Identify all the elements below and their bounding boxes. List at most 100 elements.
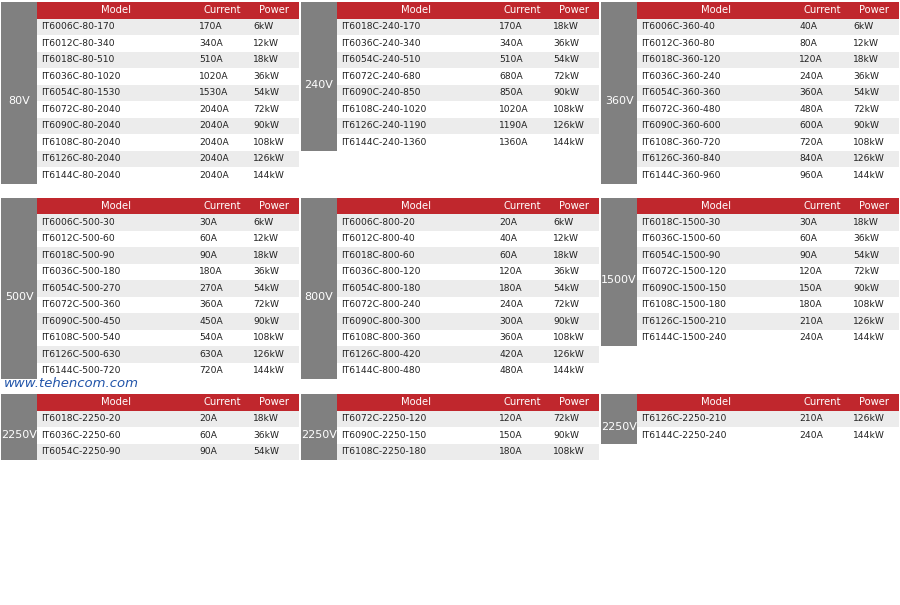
Text: 54kW: 54kW xyxy=(853,250,879,260)
Text: 30A: 30A xyxy=(199,218,217,227)
Bar xyxy=(37,443,299,460)
Text: 360A: 360A xyxy=(199,300,223,309)
Text: 36kW: 36kW xyxy=(253,267,279,276)
Bar xyxy=(337,197,599,214)
Text: 144kW: 144kW xyxy=(853,333,885,342)
Text: www.tehencom.com: www.tehencom.com xyxy=(4,377,139,390)
Text: IT6072C-240-680: IT6072C-240-680 xyxy=(341,72,420,80)
Bar xyxy=(637,411,899,427)
Text: IT6018C-360-120: IT6018C-360-120 xyxy=(641,55,720,64)
Text: IT6012C-800-40: IT6012C-800-40 xyxy=(341,234,415,243)
Text: IT6072C-80-2040: IT6072C-80-2040 xyxy=(41,105,121,114)
Text: 18kW: 18kW xyxy=(253,55,279,64)
Text: 90A: 90A xyxy=(199,447,217,456)
Text: 510A: 510A xyxy=(199,55,222,64)
Text: IT6006C-360-40: IT6006C-360-40 xyxy=(641,22,715,31)
Text: IT6018C-800-60: IT6018C-800-60 xyxy=(341,250,415,260)
Text: Model: Model xyxy=(401,201,431,211)
Text: Model: Model xyxy=(701,201,731,211)
Bar xyxy=(637,330,899,346)
Bar xyxy=(337,280,599,296)
Text: 60A: 60A xyxy=(199,431,217,440)
Text: 54kW: 54kW xyxy=(553,284,579,293)
Text: IT6144C-1500-240: IT6144C-1500-240 xyxy=(641,333,726,342)
Text: 36kW: 36kW xyxy=(853,72,879,80)
Text: 108kW: 108kW xyxy=(553,105,585,114)
Text: 12kW: 12kW xyxy=(853,39,879,48)
Bar xyxy=(37,167,299,183)
Bar xyxy=(37,134,299,151)
Text: 18kW: 18kW xyxy=(853,218,879,227)
Text: IT6108C-240-1020: IT6108C-240-1020 xyxy=(341,105,427,114)
Text: 90kW: 90kW xyxy=(553,317,579,325)
Text: 850A: 850A xyxy=(499,88,523,97)
Bar xyxy=(301,214,337,379)
Text: 2250V: 2250V xyxy=(601,422,637,432)
Text: 36kW: 36kW xyxy=(853,234,879,243)
Text: IT6036C-240-340: IT6036C-240-340 xyxy=(341,39,420,48)
Text: IT6108C-360-720: IT6108C-360-720 xyxy=(641,138,720,147)
Text: IT6108C-500-540: IT6108C-500-540 xyxy=(41,333,121,342)
Text: Power: Power xyxy=(859,201,889,211)
Bar xyxy=(637,296,899,313)
Text: 90A: 90A xyxy=(799,250,817,260)
Text: 144kW: 144kW xyxy=(553,366,585,375)
Text: 54kW: 54kW xyxy=(553,55,579,64)
Bar xyxy=(37,214,299,231)
Text: 180A: 180A xyxy=(499,447,523,456)
Text: IT6012C-80-340: IT6012C-80-340 xyxy=(41,39,114,48)
Text: 680A: 680A xyxy=(499,72,523,80)
Text: 80A: 80A xyxy=(799,39,817,48)
Bar xyxy=(37,313,299,330)
Text: 126kW: 126kW xyxy=(553,350,585,359)
Text: IT6090C-80-2040: IT6090C-80-2040 xyxy=(41,121,121,130)
Text: 20A: 20A xyxy=(199,414,217,423)
Text: 720A: 720A xyxy=(799,138,823,147)
Text: IT6144C-800-480: IT6144C-800-480 xyxy=(341,366,420,375)
Text: 240A: 240A xyxy=(799,431,823,440)
Text: 500V: 500V xyxy=(4,292,33,301)
Text: 90kW: 90kW xyxy=(253,317,279,325)
Bar xyxy=(301,411,337,460)
Bar xyxy=(637,2,899,19)
Bar xyxy=(337,214,599,231)
Bar xyxy=(1,197,299,379)
Bar xyxy=(37,51,299,68)
Bar xyxy=(637,35,899,51)
Bar xyxy=(37,117,299,134)
Bar xyxy=(337,134,599,151)
Text: 240A: 240A xyxy=(499,300,523,309)
Text: Power: Power xyxy=(259,201,289,211)
Bar xyxy=(37,394,299,411)
Bar xyxy=(1,411,37,460)
Bar xyxy=(637,214,899,231)
Text: IT6144C-2250-240: IT6144C-2250-240 xyxy=(641,431,726,440)
Bar xyxy=(301,19,337,151)
Text: 420A: 420A xyxy=(499,350,523,359)
Text: 108kW: 108kW xyxy=(853,300,885,309)
Bar xyxy=(637,134,899,151)
Text: 18kW: 18kW xyxy=(253,414,279,423)
Text: 2040A: 2040A xyxy=(199,154,229,163)
Text: IT6018C-80-510: IT6018C-80-510 xyxy=(41,55,114,64)
Bar xyxy=(337,346,599,362)
Text: IT6054C-1500-90: IT6054C-1500-90 xyxy=(641,250,720,260)
Bar xyxy=(1,2,299,183)
Text: Model: Model xyxy=(401,5,431,15)
Text: Power: Power xyxy=(559,5,589,15)
Text: Current: Current xyxy=(203,201,241,211)
Text: 1360A: 1360A xyxy=(499,138,528,147)
Bar xyxy=(637,117,899,134)
Text: Power: Power xyxy=(559,201,589,211)
Text: 210A: 210A xyxy=(799,414,823,423)
Bar xyxy=(37,19,299,35)
Bar xyxy=(337,443,599,460)
Bar xyxy=(601,411,637,443)
Text: 6kW: 6kW xyxy=(253,22,274,31)
Bar xyxy=(337,264,599,280)
Text: 840A: 840A xyxy=(799,154,823,163)
Bar xyxy=(337,330,599,346)
Text: Model: Model xyxy=(701,5,731,15)
Text: 108kW: 108kW xyxy=(853,138,885,147)
Text: 108kW: 108kW xyxy=(253,333,284,342)
